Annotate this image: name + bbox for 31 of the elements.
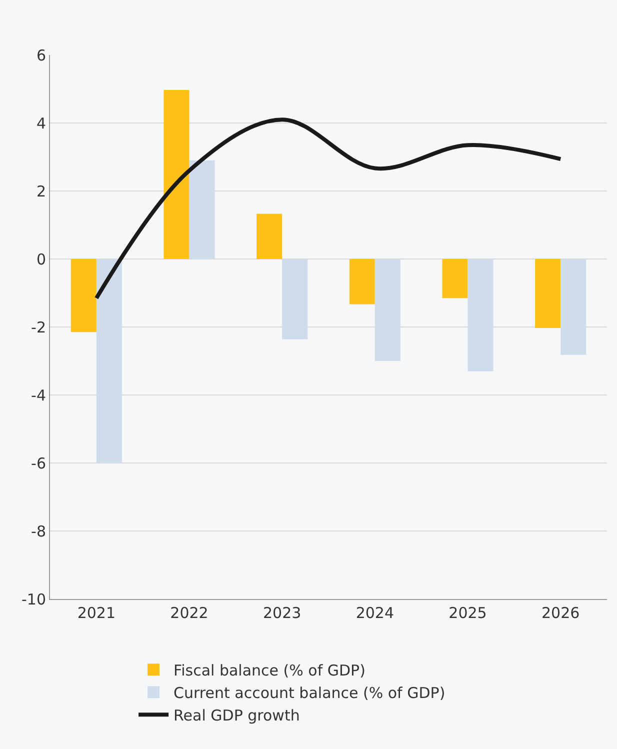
legend-label: Fiscal balance (% of GDP) [174,662,366,680]
bar [256,214,282,259]
bar [189,160,215,259]
line-series [94,118,563,300]
x-tick-label: 2025 [448,604,487,622]
y-tick-label: 6 [36,46,46,64]
y-tick-label: -10 [22,590,46,608]
bar [374,259,400,361]
x-tick-label: 2024 [356,604,394,622]
x-tick-label: 2023 [262,604,302,622]
y-tick-label: -4 [31,386,46,404]
legend-label: Real GDP growth [174,706,300,724]
bar [442,259,468,298]
x-tick-label: 2022 [170,604,208,622]
y-tick-label: -8 [31,522,46,540]
bar [468,259,494,372]
y-tick-label: -2 [31,318,46,336]
y-tick-label: 0 [36,250,46,268]
bar [164,90,190,259]
bar [282,259,308,340]
bar [349,259,375,304]
x-tick-label: 2026 [541,604,580,622]
bar [535,259,561,328]
y-tick-label: -6 [31,454,46,472]
bar [560,259,586,355]
bar [70,259,96,332]
y-tick-label: 2 [36,182,46,200]
bar [96,259,122,463]
legend-label: Current account balance (% of GDP) [174,684,446,702]
y-tick-label: 4 [36,114,46,132]
x-tick-label: 2021 [77,604,116,622]
